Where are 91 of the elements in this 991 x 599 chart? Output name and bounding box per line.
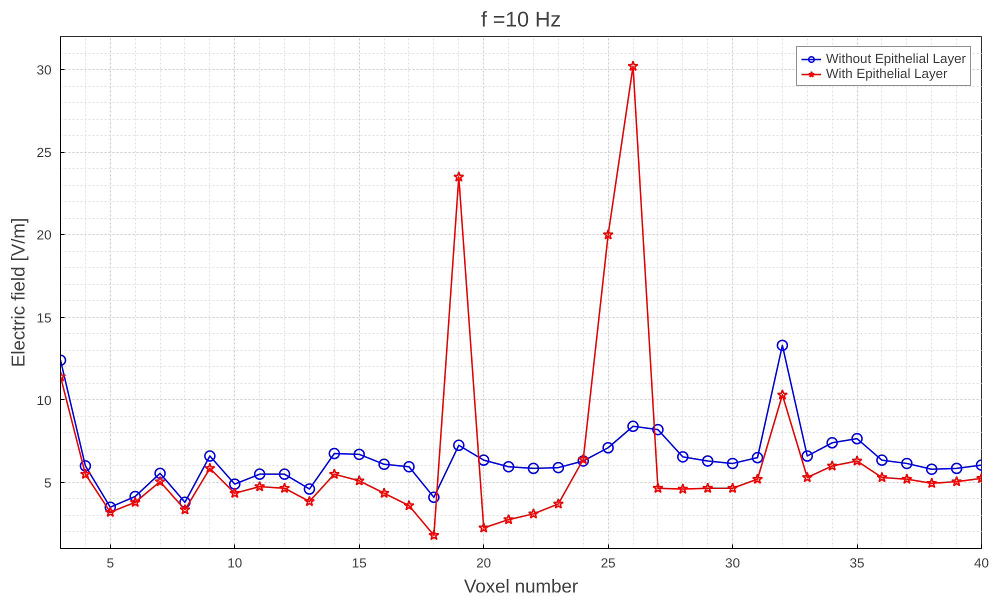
point — [577, 455, 589, 467]
point — [602, 228, 614, 240]
point — [129, 490, 141, 502]
legend-label: Without Epithelial Layer — [826, 51, 966, 66]
chart-title: f =10 Hz — [480, 8, 562, 32]
point — [552, 498, 564, 509]
y-axis-title: Electric field [V/m] — [8, 218, 29, 368]
point — [826, 437, 838, 449]
point — [304, 496, 315, 506]
point — [80, 460, 92, 472]
point — [179, 504, 190, 514]
point — [228, 478, 240, 490]
point — [726, 458, 738, 470]
y-tick-label: 5 — [44, 475, 52, 490]
point — [204, 450, 216, 462]
point — [428, 530, 440, 540]
x-tick-label: 20 — [476, 556, 492, 570]
y-tick-label: 25 — [36, 145, 52, 160]
point — [876, 472, 888, 482]
point — [353, 448, 365, 460]
point — [354, 475, 365, 486]
point — [453, 440, 465, 452]
point — [776, 389, 788, 400]
point — [204, 462, 216, 474]
point — [154, 476, 166, 486]
point — [130, 496, 141, 508]
point — [279, 482, 290, 494]
point — [154, 468, 166, 480]
point — [478, 454, 490, 466]
y-tick-label: 10 — [36, 392, 52, 408]
y-tick-label: 30 — [36, 62, 52, 78]
point — [702, 482, 714, 494]
point — [602, 442, 614, 454]
point — [776, 340, 788, 352]
point — [428, 492, 440, 504]
x-tick-label: 5 — [106, 556, 114, 570]
point — [950, 462, 962, 474]
point — [627, 420, 639, 432]
point — [229, 487, 240, 498]
point — [826, 460, 838, 471]
point — [802, 472, 813, 482]
x-tick-label: 40 — [974, 556, 989, 570]
x-tick-label: 15 — [352, 556, 367, 570]
point — [328, 448, 340, 460]
point — [752, 473, 763, 484]
x-tick-label: 25 — [600, 556, 616, 570]
point — [528, 508, 539, 519]
point — [926, 478, 938, 488]
point — [578, 454, 589, 464]
point — [304, 483, 316, 495]
point — [254, 480, 266, 492]
point — [403, 461, 415, 472]
point — [951, 476, 962, 486]
x-tick-label: 35 — [850, 556, 864, 570]
point — [80, 468, 91, 479]
point — [104, 506, 116, 517]
point — [901, 473, 912, 484]
y-tick-label: 15 — [36, 310, 52, 326]
point — [876, 454, 888, 466]
point — [552, 462, 564, 474]
point — [652, 424, 664, 436]
point — [502, 461, 514, 472]
point — [478, 522, 490, 533]
point — [628, 60, 639, 72]
point — [852, 455, 863, 466]
point — [677, 451, 689, 463]
point — [179, 496, 191, 508]
point — [727, 482, 738, 494]
x-tick-label: 30 — [725, 556, 740, 570]
point — [702, 455, 714, 467]
point — [453, 171, 464, 182]
point — [652, 482, 664, 494]
x-tick-label: 10 — [227, 556, 242, 570]
point — [677, 483, 688, 494]
point — [378, 487, 390, 498]
point — [802, 450, 814, 462]
point — [328, 468, 340, 479]
point — [403, 500, 414, 510]
point — [926, 463, 938, 475]
legend-label: With Epithelial Layer — [826, 66, 948, 81]
point — [528, 462, 540, 474]
point — [503, 514, 514, 524]
point — [254, 468, 266, 480]
point — [851, 432, 863, 444]
point — [278, 468, 290, 480]
point — [752, 452, 764, 464]
point — [378, 458, 390, 470]
point — [901, 458, 913, 470]
y-tick-label: 20 — [36, 228, 52, 243]
x-axis-title: Voxel number — [464, 576, 578, 596]
point — [104, 501, 116, 513]
